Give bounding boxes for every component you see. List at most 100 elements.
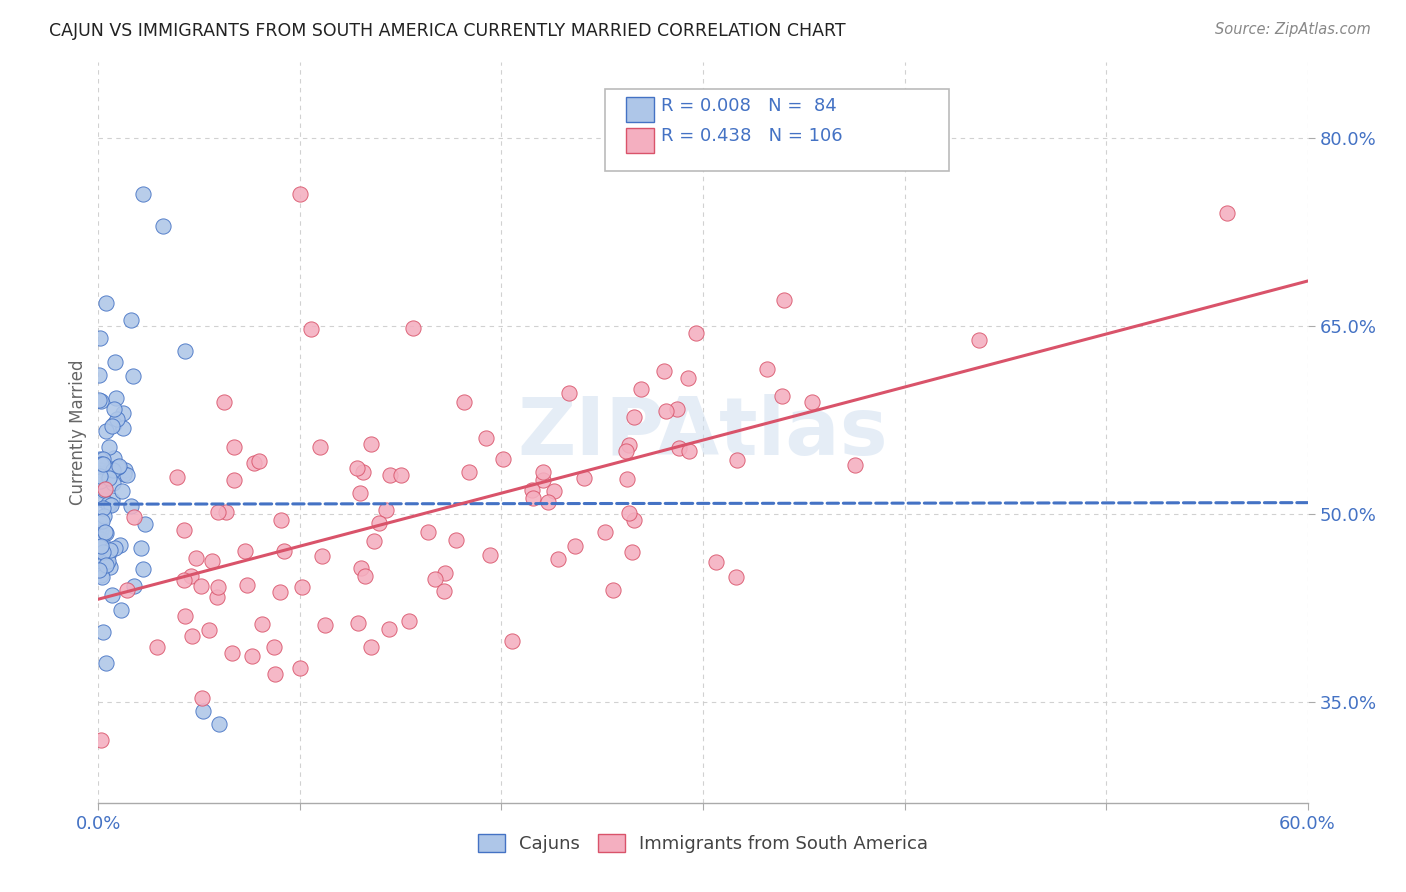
Point bbox=[1216, 206, 1239, 220]
Point bbox=[101, 588, 124, 602]
Point bbox=[969, 334, 991, 348]
Point bbox=[122, 510, 145, 524]
Point bbox=[349, 485, 371, 500]
Point bbox=[346, 460, 368, 475]
Point bbox=[398, 614, 420, 628]
Point bbox=[134, 516, 156, 531]
Point bbox=[377, 622, 399, 636]
Point bbox=[360, 437, 382, 451]
Point bbox=[120, 500, 142, 514]
Point bbox=[173, 523, 195, 537]
Point bbox=[222, 473, 245, 487]
Point bbox=[537, 495, 560, 509]
Point bbox=[363, 533, 385, 548]
Legend: Cajuns, Immigrants from South America: Cajuns, Immigrants from South America bbox=[470, 827, 936, 861]
Point bbox=[101, 475, 124, 490]
Point bbox=[112, 467, 135, 481]
Point bbox=[617, 438, 640, 452]
Point bbox=[595, 525, 617, 540]
Point bbox=[756, 362, 779, 376]
Point bbox=[685, 326, 707, 340]
Point bbox=[263, 667, 285, 681]
Point bbox=[96, 296, 118, 310]
Point bbox=[263, 640, 285, 654]
Point bbox=[522, 491, 544, 505]
Text: ZIPAtlas: ZIPAtlas bbox=[517, 393, 889, 472]
Point bbox=[288, 661, 311, 675]
Point bbox=[103, 417, 125, 432]
Point bbox=[132, 187, 155, 202]
Point bbox=[492, 452, 515, 467]
Point bbox=[531, 473, 554, 487]
Point bbox=[291, 580, 314, 594]
Point bbox=[93, 625, 115, 640]
Point bbox=[623, 513, 645, 527]
Point bbox=[620, 545, 643, 559]
Point bbox=[173, 573, 195, 587]
Point bbox=[654, 364, 676, 378]
Point bbox=[111, 421, 134, 435]
Point bbox=[207, 505, 229, 519]
Text: CAJUN VS IMMIGRANTS FROM SOUTH AMERICA CURRENTLY MARRIED CORRELATION CHART: CAJUN VS IMMIGRANTS FROM SOUTH AMERICA C… bbox=[49, 22, 846, 40]
Point bbox=[770, 389, 793, 403]
Point bbox=[91, 535, 114, 549]
Point bbox=[122, 369, 145, 384]
Point bbox=[247, 454, 270, 468]
Point bbox=[844, 458, 866, 472]
Point bbox=[108, 459, 131, 474]
Point bbox=[90, 462, 112, 476]
Point bbox=[120, 312, 142, 326]
Text: R = 0.008   N =  84: R = 0.008 N = 84 bbox=[661, 97, 837, 115]
Point bbox=[108, 539, 131, 553]
Text: Source: ZipAtlas.com: Source: ZipAtlas.com bbox=[1215, 22, 1371, 37]
Point bbox=[402, 321, 425, 335]
Point bbox=[352, 465, 374, 479]
Point bbox=[93, 508, 115, 523]
Point bbox=[122, 578, 145, 592]
Point bbox=[309, 440, 332, 454]
Point bbox=[103, 450, 125, 465]
Point bbox=[97, 498, 120, 512]
Point bbox=[252, 616, 274, 631]
Point bbox=[90, 570, 112, 584]
Point bbox=[520, 483, 543, 498]
Point bbox=[198, 623, 221, 637]
Point bbox=[89, 521, 111, 535]
Point bbox=[89, 474, 111, 488]
Point bbox=[94, 525, 117, 540]
Point bbox=[111, 483, 134, 498]
Point bbox=[354, 568, 377, 582]
Point bbox=[233, 544, 256, 558]
Point bbox=[91, 492, 114, 507]
Point bbox=[205, 590, 228, 604]
Point bbox=[91, 515, 114, 529]
Point bbox=[191, 691, 214, 706]
Point bbox=[98, 559, 121, 574]
Point bbox=[97, 548, 120, 562]
Point bbox=[704, 555, 727, 569]
Point bbox=[87, 563, 110, 577]
Point bbox=[100, 461, 122, 475]
Text: R = 0.438   N = 106: R = 0.438 N = 106 bbox=[661, 128, 842, 145]
Point bbox=[389, 467, 412, 482]
Point bbox=[215, 505, 238, 519]
Point bbox=[90, 523, 112, 537]
Point bbox=[240, 648, 263, 663]
Point bbox=[97, 497, 120, 511]
Point bbox=[93, 483, 115, 497]
Point bbox=[181, 629, 204, 643]
Point bbox=[110, 602, 132, 616]
Point bbox=[152, 219, 174, 233]
Point bbox=[93, 482, 115, 496]
Point bbox=[668, 441, 690, 455]
Point bbox=[91, 457, 114, 471]
Point bbox=[90, 541, 112, 556]
Point bbox=[221, 646, 243, 660]
Point bbox=[572, 471, 595, 485]
Point bbox=[90, 539, 112, 553]
Point bbox=[89, 483, 111, 498]
Point bbox=[457, 465, 479, 479]
Point bbox=[91, 451, 114, 466]
Point bbox=[193, 704, 215, 718]
Point bbox=[146, 640, 169, 655]
